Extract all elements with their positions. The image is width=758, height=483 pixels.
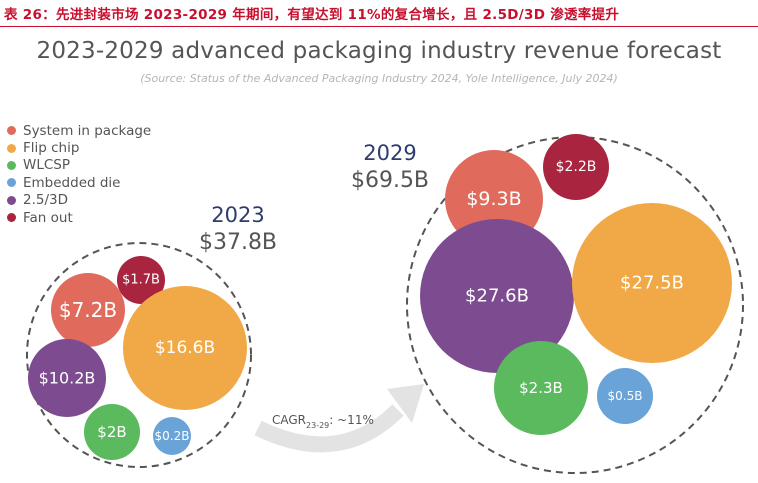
- bubble-label: $2B: [97, 423, 126, 441]
- chart-subtitle: (Source: Status of the Advanced Packagin…: [140, 72, 618, 85]
- legend-label: System in package: [23, 122, 152, 139]
- cagr-subscript: 23-29: [306, 421, 329, 430]
- bubble-label: $7.2B: [59, 298, 117, 322]
- bubble-2023-wlcsp: [84, 404, 140, 460]
- bubble-2029-embedded-die: [597, 368, 653, 424]
- bubble-2029-2-5-3d: [420, 219, 574, 373]
- bubble-2023-fan-out: [117, 256, 165, 304]
- year-label-2023: 2023: [211, 203, 264, 227]
- year-label-2029: 2029: [363, 141, 416, 165]
- bubble-label: $16.6B: [155, 338, 215, 358]
- bubble-label: $0.5B: [608, 389, 643, 403]
- legend-dot: [7, 213, 16, 223]
- group-2023-outline: [26, 242, 252, 468]
- cagr-value: : ~11%: [329, 413, 374, 427]
- legend-item: Flip chip: [7, 139, 151, 156]
- bubble-label: $2.3B: [519, 379, 563, 397]
- bubble-label: $2.2B: [556, 159, 597, 175]
- bubble-2029-flip-chip: [572, 203, 732, 363]
- bubble-2023-flip-chip: [123, 286, 247, 410]
- bubble-label: $10.2B: [39, 369, 96, 388]
- cagr-arrow: [254, 404, 404, 453]
- legend-dot: [7, 143, 16, 153]
- legend-label: WLCSP: [23, 157, 71, 174]
- legend-label: Embedded die: [23, 174, 121, 191]
- legend-item: Fan out: [7, 209, 151, 226]
- caption: 表 26：先进封装市场 2023-2029 年期间，有望达到 11%的复合增长，…: [4, 7, 620, 23]
- bubble-label: $1.7B: [122, 273, 160, 288]
- legend-label: 2.5/3D: [23, 192, 69, 209]
- bubble-marks: $7.2B $1.7B $16.6B $10.2B $2B $0.2B $9.3B $2.2B…: [28, 134, 732, 460]
- legend-dot: [7, 160, 16, 170]
- bubble-2029-fan-out: [543, 134, 609, 200]
- bubble-label: $0.2B: [155, 429, 190, 443]
- bubble-label: $9.3B: [466, 188, 521, 210]
- legend-dot: [7, 178, 16, 188]
- bubble-2023-embedded-die: [153, 417, 191, 455]
- legend-item: Embedded die: [7, 174, 151, 191]
- cagr-prefix: CAGR: [272, 413, 306, 427]
- legend-dot: [7, 195, 16, 205]
- legend-label: Fan out: [23, 209, 73, 226]
- legend-item: 2.5/3D: [7, 192, 151, 209]
- bubble-2023-system-in-package: [51, 273, 125, 347]
- bubble-2029-wlcsp: [494, 341, 588, 435]
- legend: System in package Flip chip WLCSP Embedd…: [7, 122, 151, 226]
- bubble-label: $27.5B: [620, 273, 684, 294]
- legend-label: Flip chip: [23, 140, 80, 157]
- total-label-2023: $37.8B: [199, 230, 277, 255]
- chart-title: 2023-2029 advanced packaging industry re…: [36, 38, 722, 64]
- caption-bar: 表 26：先进封装市场 2023-2029 年期间，有望达到 11%的复合增长，…: [0, 0, 758, 27]
- cagr-label: CAGR23-29: ~11%: [272, 413, 374, 430]
- legend-dot: [7, 126, 16, 136]
- legend-item: System in package: [7, 122, 151, 139]
- legend-item: WLCSP: [7, 157, 151, 174]
- cagr-arrow-head: [387, 384, 424, 423]
- group-2029-outline: [406, 136, 744, 474]
- total-label-2029: $69.5B: [351, 168, 429, 193]
- bubble-label: $27.6B: [465, 286, 529, 307]
- bubble-2023-2-5-3d: [28, 339, 106, 417]
